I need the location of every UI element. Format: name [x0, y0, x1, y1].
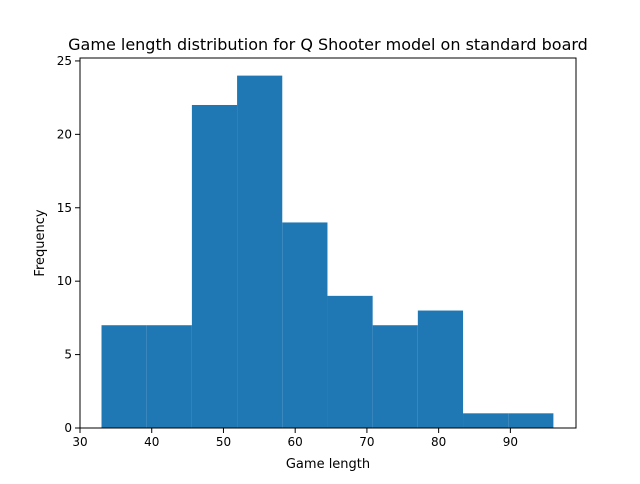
y-tick-label: 5	[64, 348, 72, 362]
chart-title: Game length distribution for Q Shooter m…	[68, 35, 588, 54]
x-tick-label: 30	[72, 435, 87, 449]
histogram-bar	[237, 75, 283, 428]
x-tick-label: 80	[431, 435, 446, 449]
bars-group	[101, 75, 554, 428]
y-tick-label: 25	[57, 54, 72, 68]
histogram-bar	[372, 325, 418, 428]
y-tick-label: 10	[57, 274, 72, 288]
x-tick-label: 40	[144, 435, 159, 449]
y-tick-label: 15	[57, 201, 72, 215]
histogram-bar	[101, 325, 147, 428]
y-tick-label: 0	[64, 421, 72, 435]
x-tick-label: 50	[216, 435, 231, 449]
plot-frame	[79, 57, 577, 429]
y-axis-label: Frequency	[33, 209, 48, 276]
x-tick-label: 90	[503, 435, 518, 449]
histogram-bar	[463, 413, 509, 428]
histogram-bar	[508, 413, 554, 428]
x-axis-label: Game length	[286, 457, 370, 472]
histogram-bar	[327, 295, 373, 428]
histogram-bar	[417, 310, 464, 428]
x-tick-label: 70	[359, 435, 374, 449]
x-axis-ticks: 30 40 50 60 70 80 90	[72, 428, 518, 449]
x-tick-label: 60	[288, 435, 303, 449]
histogram-bar	[282, 222, 328, 428]
histogram-bar	[191, 104, 238, 428]
y-axis-ticks: 0 5 10 15 20 25	[57, 54, 80, 435]
histogram-bar	[146, 325, 192, 428]
y-tick-label: 20	[57, 127, 72, 141]
